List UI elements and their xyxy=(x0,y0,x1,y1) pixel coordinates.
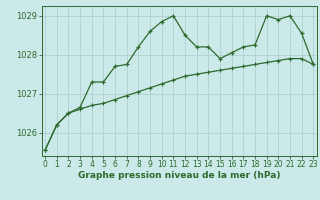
X-axis label: Graphe pression niveau de la mer (hPa): Graphe pression niveau de la mer (hPa) xyxy=(78,171,280,180)
